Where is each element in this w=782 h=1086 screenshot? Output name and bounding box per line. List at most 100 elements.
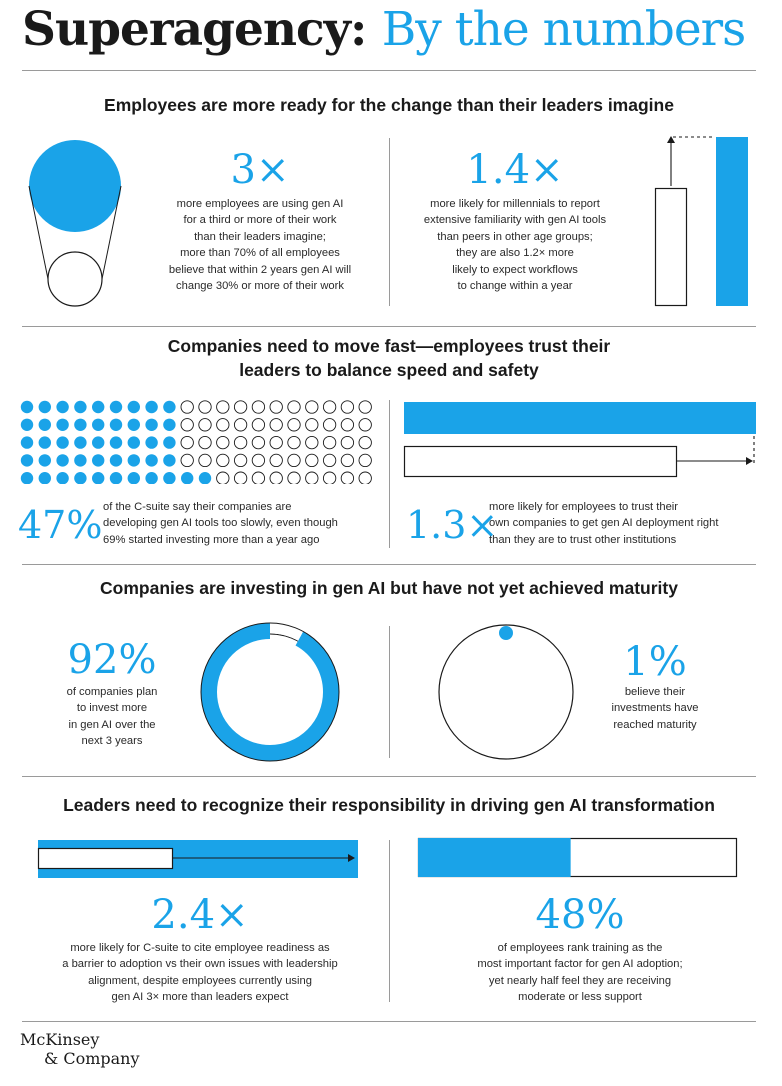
dot-empty xyxy=(287,418,301,432)
stat-2-4x-description: more likely for C-suite to cite employee… xyxy=(62,942,338,1004)
dot-empty xyxy=(251,453,266,468)
dot-filled xyxy=(56,418,69,431)
dot-empty xyxy=(216,435,230,450)
dot-empty xyxy=(180,435,194,450)
stat-1-value: 1% xyxy=(623,639,687,685)
dot-empty xyxy=(305,471,319,484)
stat-48-value: 48% xyxy=(535,892,625,938)
divider xyxy=(22,70,756,71)
dot-empty xyxy=(358,435,372,450)
dot-empty xyxy=(340,418,355,432)
dot-empty xyxy=(322,400,337,414)
dot-empty xyxy=(340,435,355,450)
dot-filled xyxy=(20,418,34,431)
dot-empty xyxy=(340,400,355,414)
dot-filled xyxy=(127,472,140,484)
section-4-heading: Leaders need to recognize their responsi… xyxy=(63,795,715,815)
stat-3x-description: more employees are using gen AI for a th… xyxy=(168,198,352,293)
page-title: Superagency: By the numbers xyxy=(22,2,747,58)
divider xyxy=(389,840,390,1002)
stat-48-description: of employees rank training as the most i… xyxy=(477,942,683,1004)
dot-empty xyxy=(287,400,301,414)
dot-filled xyxy=(109,400,123,414)
dot-empty xyxy=(358,471,372,484)
dot-filled xyxy=(92,400,105,414)
dot-empty xyxy=(269,400,283,414)
dot-filled xyxy=(109,472,123,484)
dot-empty xyxy=(198,453,212,468)
dot-empty xyxy=(251,400,266,414)
mckinsey-logo: McKinsey & Company xyxy=(20,1030,140,1068)
bar-comparison-graphic xyxy=(654,136,748,307)
section-3-heading: Companies are investing in gen AI but ha… xyxy=(100,578,678,598)
divider xyxy=(22,326,756,327)
divider xyxy=(389,138,390,306)
dot-empty xyxy=(269,453,283,468)
dot-filled xyxy=(163,472,176,484)
dot-filled xyxy=(38,472,51,484)
dot-empty xyxy=(358,400,372,414)
divider xyxy=(22,564,756,565)
dot-empty xyxy=(305,435,319,450)
dot-filled xyxy=(109,418,123,431)
dot-empty xyxy=(180,453,194,468)
dot-empty xyxy=(358,453,372,468)
dot-filled xyxy=(145,418,158,431)
dot-filled xyxy=(38,400,51,414)
dot-filled xyxy=(56,472,69,484)
dot-empty xyxy=(180,418,194,432)
dot-filled xyxy=(38,436,51,449)
readiness-bar-graphic xyxy=(37,840,358,878)
dot-grid-graphic xyxy=(20,400,372,484)
dot-empty xyxy=(233,418,248,432)
dot-empty xyxy=(305,400,319,414)
dot-empty xyxy=(216,400,230,414)
section-1-heading: Employees are more ready for the change … xyxy=(104,95,674,115)
dot-filled xyxy=(145,436,158,449)
dot-filled xyxy=(20,400,34,414)
title-main: Superagency: xyxy=(22,2,367,57)
dot-empty xyxy=(322,471,337,484)
dot-empty xyxy=(233,400,248,414)
dot-empty xyxy=(233,435,248,450)
dot-filled xyxy=(38,418,51,431)
section-2-heading: Companies need to move fast—employees tr… xyxy=(167,336,611,380)
dot-filled xyxy=(109,436,123,449)
dot-filled xyxy=(145,472,158,484)
dot-filled xyxy=(92,472,105,484)
dot-filled xyxy=(74,436,87,449)
dot-filled xyxy=(74,454,87,467)
dot-filled xyxy=(20,454,34,467)
divider xyxy=(389,400,390,548)
dot-empty xyxy=(251,418,266,432)
dot-empty xyxy=(358,418,372,432)
dot-filled xyxy=(145,400,158,414)
dot-filled xyxy=(74,418,87,431)
dot-filled xyxy=(56,400,69,414)
stat-3x-value: 3× xyxy=(230,147,290,193)
stat-1-3x-value: 1.3× xyxy=(406,503,499,547)
dot-filled xyxy=(109,454,123,467)
divider xyxy=(389,626,390,758)
trust-bars-graphic xyxy=(403,402,756,478)
dot-empty xyxy=(216,453,230,468)
dot-empty xyxy=(340,453,355,468)
dot-filled xyxy=(56,436,69,449)
dot-empty xyxy=(322,418,337,432)
stat-2-4x-value: 2.4× xyxy=(151,892,249,938)
stat-1-4x-value: 1.4× xyxy=(466,147,564,193)
title-accent: By the numbers xyxy=(381,2,747,57)
dot-filled xyxy=(163,454,176,467)
dot-filled xyxy=(38,454,51,467)
training-bar-graphic xyxy=(417,837,738,878)
dot-empty xyxy=(322,453,337,468)
dot-filled xyxy=(74,400,87,414)
dot-filled xyxy=(56,454,69,467)
dot-filled xyxy=(163,400,176,414)
dot-empty xyxy=(287,435,301,450)
stat-47-value: 47% xyxy=(18,503,103,547)
dot-empty xyxy=(198,435,212,450)
dot-filled xyxy=(92,418,105,431)
dot-empty xyxy=(251,471,266,484)
dot-filled xyxy=(74,472,87,484)
